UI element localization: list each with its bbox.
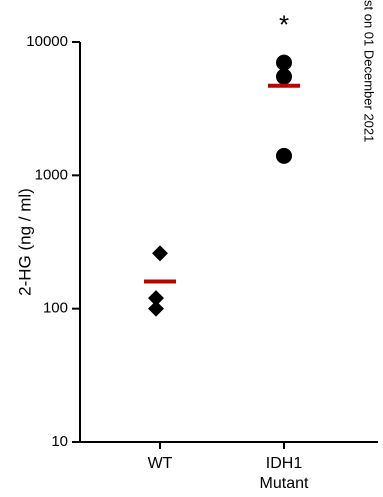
x-tick-label: WT xyxy=(147,455,173,472)
data-point xyxy=(152,245,168,262)
y-tick-label: 10000 xyxy=(26,33,68,50)
data-point xyxy=(148,290,164,307)
significance-mark: * xyxy=(279,10,289,40)
data-point xyxy=(276,147,292,164)
y-tick-label: 10 xyxy=(51,433,68,450)
x-tick-label: IDH1 Mutant xyxy=(259,455,309,492)
data-point xyxy=(148,300,164,317)
y-axis-label: 2-HG (ng / ml) xyxy=(15,188,34,296)
data-point xyxy=(276,54,292,71)
watermark: st on 01 December 2021 xyxy=(362,0,377,142)
data-point xyxy=(276,68,292,85)
y-tick-label: 1000 xyxy=(35,166,68,183)
y-tick-label: 100 xyxy=(43,300,68,317)
